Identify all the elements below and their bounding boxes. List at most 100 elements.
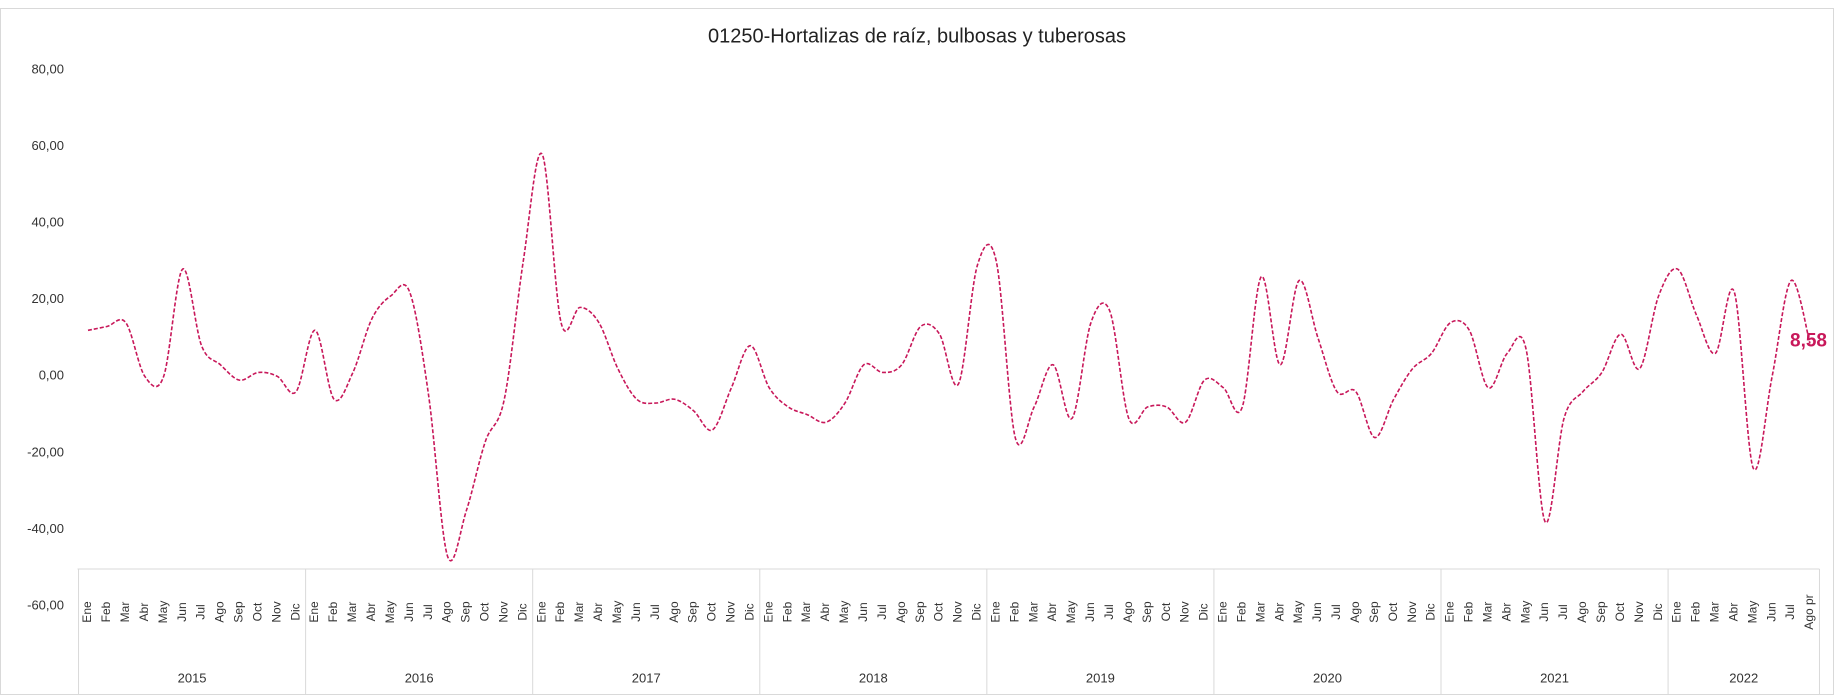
- x-tick-label: Jul: [421, 604, 435, 619]
- x-tick-label: Sep: [1367, 601, 1381, 623]
- y-tick-label: -40,00: [27, 521, 64, 536]
- y-tick-label: -20,00: [27, 444, 64, 459]
- x-tick-label: Ene: [80, 601, 94, 623]
- x-tick-label: Jun: [1083, 602, 1097, 621]
- x-tick-label: Abr: [1726, 603, 1740, 622]
- x-tick-label: Jun: [402, 602, 416, 621]
- x-tick-label: Abr: [591, 603, 605, 622]
- x-tick-label: Jul: [648, 604, 662, 619]
- x-tick-label: Abr: [364, 603, 378, 622]
- x-tick-label: Oct: [705, 602, 719, 621]
- x-tick-label: Feb: [780, 601, 794, 622]
- y-tick-label: 60,00: [31, 138, 64, 153]
- x-tick-label: Dic: [1424, 603, 1438, 620]
- chart-border: [0, 8, 1834, 695]
- x-tick-label: Mar: [1026, 602, 1040, 623]
- year-label: 2015: [178, 670, 207, 685]
- x-tick-label: Jul: [1556, 604, 1570, 619]
- x-tick-label: Ene: [1670, 601, 1684, 623]
- x-tick-label: May: [156, 601, 170, 624]
- series-line: [87, 152, 1811, 562]
- x-tick-label: Mar: [345, 602, 359, 623]
- x-tick-label: Abr: [1045, 603, 1059, 622]
- x-tick-label: May: [383, 601, 397, 624]
- x-tick-label: Jun: [1310, 602, 1324, 621]
- y-tick-label: 0,00: [39, 368, 64, 383]
- x-tick-label: Ago pr: [1802, 594, 1816, 629]
- x-tick-label: Jun: [1764, 602, 1778, 621]
- data-label: 8,58: [1790, 330, 1827, 351]
- x-tick-label: May: [1745, 601, 1759, 624]
- x-tick-label: Dic: [515, 603, 529, 620]
- x-tick-label: Ago: [1348, 601, 1362, 623]
- x-tick-label: May: [1518, 601, 1532, 624]
- x-tick-label: Sep: [686, 601, 700, 623]
- x-tick-label: Ene: [1443, 601, 1457, 623]
- x-tick-label: Ago: [440, 601, 454, 623]
- x-tick-label: Ago: [667, 601, 681, 623]
- x-tick-label: Dic: [742, 603, 756, 620]
- x-tick-label: Nov: [951, 601, 965, 622]
- x-tick-label: Nov: [724, 601, 738, 622]
- y-tick-label: -60,00: [27, 597, 64, 612]
- x-tick-label: Feb: [1007, 601, 1021, 622]
- x-tick-label: Jun: [1537, 602, 1551, 621]
- y-tick-label: 80,00: [31, 61, 64, 76]
- year-label: 2018: [859, 670, 888, 685]
- x-tick-label: Feb: [1462, 601, 1476, 622]
- x-tick-label: Feb: [326, 601, 340, 622]
- x-tick-label: Nov: [1178, 601, 1192, 622]
- x-tick-label: Nov: [1632, 601, 1646, 622]
- year-label: 2017: [632, 670, 661, 685]
- x-tick-label: Oct: [250, 602, 264, 621]
- x-tick-label: Sep: [1594, 601, 1608, 623]
- x-tick-label: Ene: [1216, 601, 1230, 623]
- x-tick-label: Jun: [175, 602, 189, 621]
- x-tick-label: Abr: [1272, 603, 1286, 622]
- x-tick-label: Sep: [459, 601, 473, 623]
- x-tick-label: Feb: [99, 601, 113, 622]
- x-tick-label: Nov: [496, 601, 510, 622]
- x-tick-label: Jul: [1329, 604, 1343, 619]
- x-tick-label: Ago: [894, 601, 908, 623]
- x-tick-label: Dic: [288, 603, 302, 620]
- x-tick-label: Ago: [1121, 601, 1135, 623]
- y-tick-label: 40,00: [31, 215, 64, 230]
- x-tick-label: Jun: [629, 602, 643, 621]
- x-tick-label: Abr: [1499, 603, 1513, 622]
- x-tick-label: Dic: [1197, 603, 1211, 620]
- x-tick-label: Feb: [1234, 601, 1248, 622]
- x-tick-label: Mar: [118, 602, 132, 623]
- year-label: 2020: [1313, 670, 1342, 685]
- year-label: 2019: [1086, 670, 1115, 685]
- x-tick-label: Feb: [553, 601, 567, 622]
- x-tick-label: Abr: [137, 603, 151, 622]
- chart-title: 01250-Hortalizas de raíz, bulbosas y tub…: [708, 25, 1126, 47]
- year-label: 2016: [405, 670, 434, 685]
- x-tick-label: Oct: [478, 602, 492, 621]
- x-tick-label: Abr: [818, 603, 832, 622]
- x-tick-label: Nov: [269, 601, 283, 622]
- x-tick-label: May: [610, 601, 624, 624]
- x-tick-label: Oct: [932, 602, 946, 621]
- x-tick-label: Jul: [875, 604, 889, 619]
- x-tick-label: May: [1291, 601, 1305, 624]
- year-label: 2022: [1729, 670, 1758, 685]
- x-tick-label: Mar: [1480, 602, 1494, 623]
- x-tick-label: Ene: [988, 601, 1002, 623]
- x-tick-label: Dic: [1651, 603, 1665, 620]
- x-tick-label: Oct: [1613, 602, 1627, 621]
- x-tick-label: Mar: [572, 602, 586, 623]
- x-tick-label: Nov: [1405, 601, 1419, 622]
- x-tick-label: Dic: [970, 603, 984, 620]
- x-tick-label: Jul: [1102, 604, 1116, 619]
- y-tick-label: 20,00: [31, 291, 64, 306]
- x-tick-label: May: [837, 601, 851, 624]
- x-tick-label: Sep: [1140, 601, 1154, 623]
- x-tick-label: Mar: [1253, 602, 1267, 623]
- x-tick-label: Oct: [1386, 602, 1400, 621]
- x-tick-label: Feb: [1689, 601, 1703, 622]
- x-tick-label: Oct: [1159, 602, 1173, 621]
- x-tick-label: Sep: [232, 601, 246, 623]
- x-tick-label: Ene: [761, 601, 775, 623]
